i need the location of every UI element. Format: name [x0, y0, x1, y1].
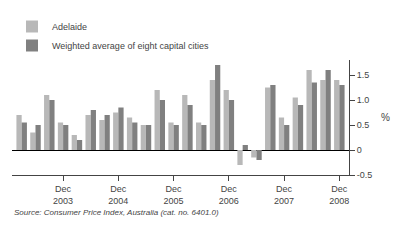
svg-text:1.5: 1.5 [357, 70, 370, 80]
svg-text:Dec2008: Dec2008 [329, 184, 349, 206]
svg-text:Dec2005: Dec2005 [164, 184, 184, 206]
svg-text:1.0: 1.0 [357, 95, 370, 105]
svg-text:Dec2006: Dec2006 [219, 184, 239, 206]
svg-text:Dec2004: Dec2004 [108, 184, 128, 206]
svg-text:%: % [381, 112, 390, 123]
svg-text:Adelaide: Adelaide [52, 22, 87, 32]
svg-text:-0.5: -0.5 [357, 170, 373, 180]
svg-text:Source: Consumer Price Index,: Source: Consumer Price Index, Australia … [14, 208, 219, 217]
svg-text:Dec2007: Dec2007 [274, 184, 294, 206]
svg-text:0.5: 0.5 [357, 120, 370, 130]
svg-text:0: 0 [357, 145, 362, 155]
svg-text:Weighted average of eight capi: Weighted average of eight capital cities [52, 41, 209, 51]
svg-text:Dec2003: Dec2003 [53, 184, 73, 206]
